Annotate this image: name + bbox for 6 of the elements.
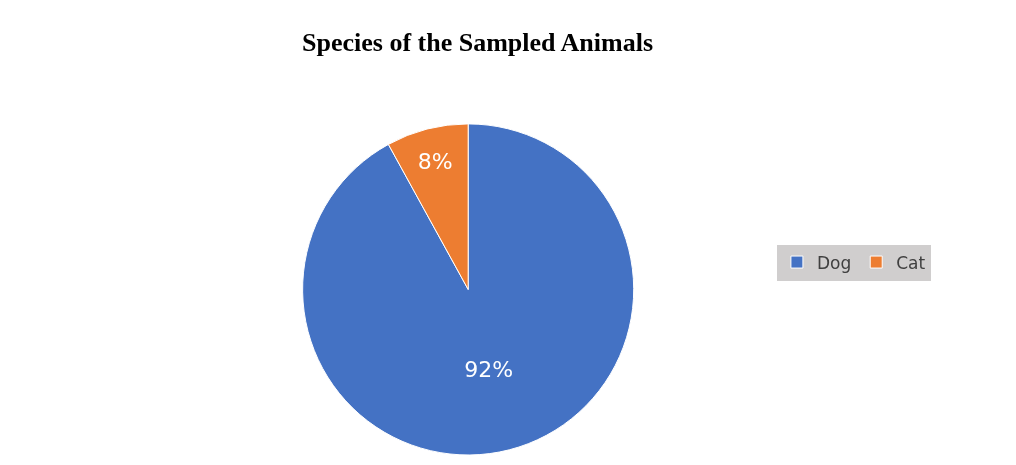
chart-title: Species of the Sampled Animals bbox=[302, 27, 654, 57]
data-label: 8% bbox=[417, 148, 453, 174]
legend-label: Cat bbox=[896, 252, 926, 273]
data-label: 92% bbox=[464, 357, 514, 383]
legend-label: Dog bbox=[816, 252, 852, 273]
pie-slice bbox=[302, 123, 635, 456]
